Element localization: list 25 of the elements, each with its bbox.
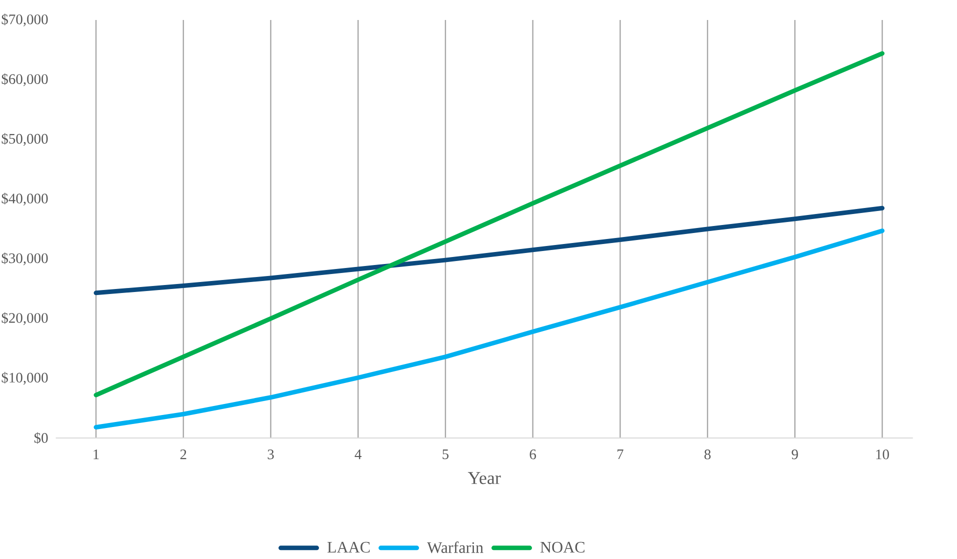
x-tick-label: 1	[94, 450, 99, 460]
x-tick-label: 4	[354, 450, 362, 460]
legend-label: NOAC	[540, 542, 584, 553]
x-tick-label: 9	[792, 450, 798, 460]
y-tick-label: $40,000	[2, 192, 48, 206]
line-series	[94, 228, 884, 430]
x-tick-label: 8	[704, 450, 711, 460]
x-tick-label: 3	[268, 450, 274, 460]
x-tick-label: 6	[530, 450, 536, 460]
x-tick-label: 5	[442, 450, 449, 460]
line-series	[94, 51, 884, 398]
y-tick-label: $30,000	[2, 252, 48, 266]
y-tick-label: $20,000	[2, 312, 48, 325]
x-tick-label: 7	[617, 450, 624, 460]
y-tick-label: $70,000	[2, 14, 48, 26]
y-tick-label: $10,000	[2, 372, 48, 385]
y-tick-label: $60,000	[2, 73, 48, 86]
legend-label: LAAC	[327, 542, 370, 553]
y-tick-label: $50,000	[2, 133, 48, 146]
legend-label: Warfarin	[427, 542, 484, 554]
x-tick-label: 10	[876, 450, 889, 460]
x-tick-label: 2	[180, 450, 186, 460]
line-series	[94, 206, 884, 296]
x-axis-title: Year	[468, 472, 501, 484]
y-tick-label: $0	[34, 432, 48, 444]
